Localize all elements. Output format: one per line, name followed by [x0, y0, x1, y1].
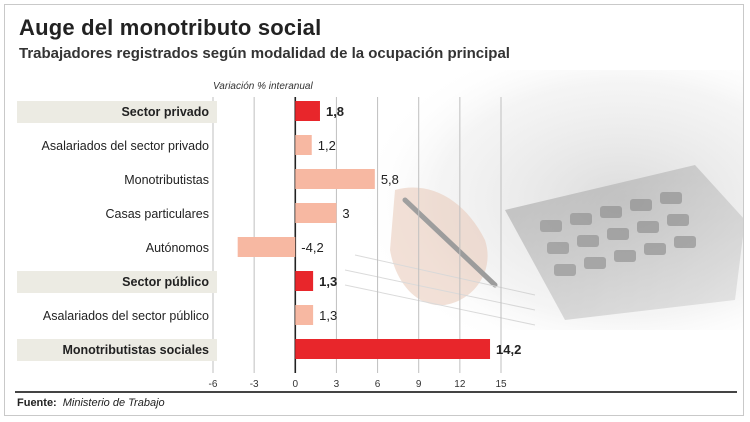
x-tick-label: 15 — [495, 379, 507, 390]
category-label-band — [17, 271, 217, 293]
value-label: 14,2 — [496, 342, 521, 357]
value-label: -4,2 — [301, 240, 323, 255]
bar — [295, 203, 337, 223]
bar — [295, 135, 312, 155]
category-label: Sector privado — [121, 105, 209, 119]
category-label: Casas particulares — [105, 207, 209, 221]
category-label: Asalariados del sector privado — [42, 139, 209, 153]
source-label: Fuente: — [17, 397, 57, 409]
bar — [295, 339, 491, 359]
chart-title: Auge del monotributo social — [19, 15, 322, 40]
chart-subtitle: Trabajadores registrados según modalidad… — [19, 45, 510, 62]
bar — [237, 237, 296, 257]
x-tick-label: 6 — [375, 379, 381, 390]
value-label: 1,3 — [319, 308, 337, 323]
bar — [295, 305, 314, 325]
category-label: Autónomos — [146, 241, 209, 255]
infographic-frame: Auge del monotributo social Trabajadores… — [4, 4, 744, 416]
x-tick-label: 9 — [416, 379, 422, 390]
category-label: Monotributistas — [124, 173, 209, 187]
x-tick-label: 0 — [293, 379, 299, 390]
category-label: Sector público — [122, 275, 209, 289]
category-label-band — [17, 339, 217, 361]
value-label: 3 — [342, 206, 349, 221]
x-tick-label: 12 — [454, 379, 466, 390]
category-label-band — [17, 101, 217, 123]
x-tick-label: -6 — [209, 379, 218, 390]
source-text: Ministerio de Trabajo — [62, 397, 165, 409]
axis-title: Variación % interanual — [213, 81, 313, 92]
calculator-photo-illustration — [335, 70, 743, 330]
bar-chart: Variación % interanual Sector privado 1,8… — [17, 81, 521, 390]
value-label: 1,2 — [318, 138, 336, 153]
bar — [295, 169, 375, 189]
footer-divider — [15, 391, 737, 393]
bar — [295, 271, 314, 291]
source-note: Fuente: Ministerio de Trabajo — [17, 397, 165, 409]
value-label: 1,3 — [319, 274, 337, 289]
value-label: 1,8 — [326, 104, 344, 119]
category-label: Monotributistas sociales — [62, 343, 209, 357]
x-tick-label: 3 — [334, 379, 340, 390]
x-tick-label: -3 — [250, 379, 259, 390]
category-label: Asalariados del sector público — [43, 309, 209, 323]
bar — [295, 101, 320, 121]
value-label: 5,8 — [381, 172, 399, 187]
